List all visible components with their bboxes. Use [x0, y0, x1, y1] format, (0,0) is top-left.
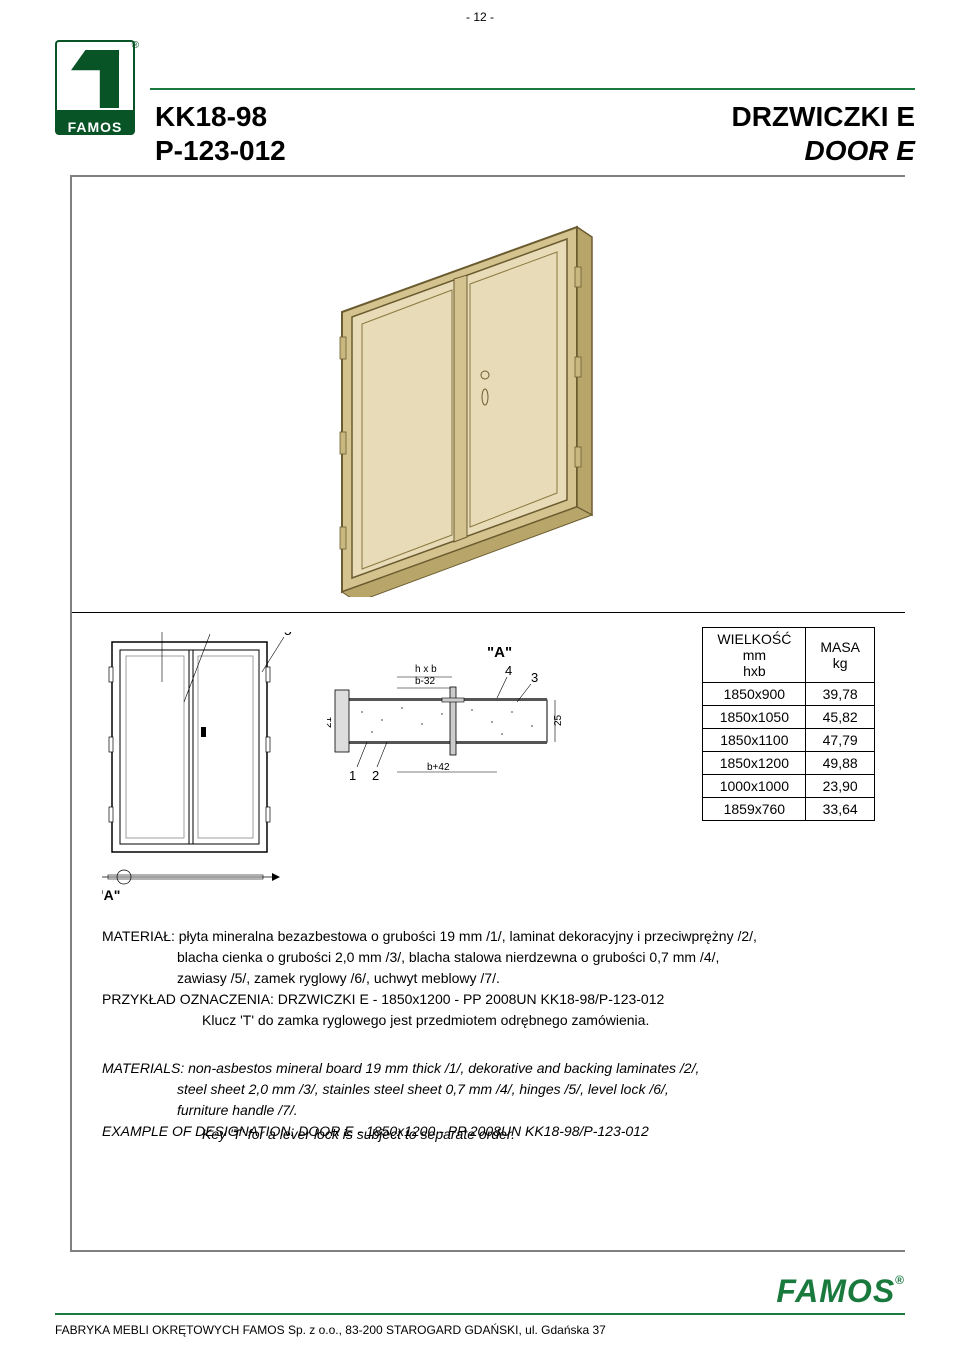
th-size: WIELKOŚĆ mm hxb — [703, 628, 806, 683]
material-en-3: furniture handle /7/. — [102, 1101, 875, 1120]
code2: P-123-012 — [155, 134, 286, 168]
svg-text:b+42: b+42 — [427, 762, 450, 773]
footer-logo: FAMOS® — [776, 1273, 905, 1310]
svg-text:2: 2 — [372, 768, 379, 783]
material-en-1: MATERIALS: non-asbestos mineral board 19… — [102, 1059, 875, 1078]
footer-text: FABRYKA MEBLI OKRĘTOWYCH FAMOS Sp. z o.o… — [55, 1323, 606, 1337]
material-pl-1: MATERIAŁ: płyta mineralna bezazbestowa o… — [102, 927, 875, 946]
page-number: - 12 - — [466, 10, 494, 24]
svg-text:b-32: b-32 — [415, 676, 435, 687]
door-front-view: 7 6 5 "A" — [102, 632, 282, 872]
logo-text: FAMOS — [57, 119, 133, 135]
svg-text:"A": "A" — [487, 644, 512, 661]
title-pl: DRZWICZKI E — [731, 100, 915, 134]
svg-text:21: 21 — [327, 716, 334, 728]
material-en-2: steel sheet 2,0 mm /3/, stainles steel s… — [102, 1080, 875, 1099]
section-detail: "A" h x b b-32 — [327, 642, 557, 802]
example-pl-1: PRZYKŁAD OZNACZENIA: DRZWICZKI E - 1850x… — [102, 990, 875, 1009]
table-row: 1859x76033,64 — [703, 798, 875, 821]
table-row: 1850x90039,78 — [703, 683, 875, 706]
footer-rule — [55, 1313, 905, 1315]
svg-text:6: 6 — [207, 632, 215, 635]
header: ® FAMOS KK18-98 P-123-012 DRZWICZKI E DO… — [55, 40, 915, 160]
code1: KK18-98 — [155, 100, 286, 134]
svg-text:5: 5 — [284, 632, 292, 638]
tech-section: 7 6 5 "A" "A" h x b b-32 — [102, 632, 875, 932]
svg-text:1: 1 — [349, 768, 356, 783]
svg-text:25: 25 — [553, 714, 564, 726]
header-title: DRZWICZKI E DOOR E — [731, 100, 915, 167]
door-isometric — [312, 217, 652, 597]
logo: ® FAMOS — [55, 40, 140, 160]
table-row: 1850x105045,82 — [703, 706, 875, 729]
example-en-2b: Key 'T' for a lever lock is subject to s… — [102, 1125, 875, 1144]
registered-icon: ® — [132, 40, 139, 51]
text-block: MATERIAŁ: płyta mineralna bezazbestowa o… — [102, 927, 875, 1146]
table-row: 1850x120049,88 — [703, 752, 875, 775]
th-mass: MASA kg — [806, 628, 875, 683]
title-en: DOOR E — [731, 134, 915, 168]
size-table: WIELKOŚĆ mm hxb MASA kg 1850x90039,78 18… — [702, 627, 875, 821]
header-codes: KK18-98 P-123-012 — [155, 100, 286, 167]
material-pl-3: zawiasy /5/, zamek ryglowy /6/, uchwyt m… — [102, 969, 875, 988]
table-row: 1850x110047,79 — [703, 729, 875, 752]
svg-text:h x b: h x b — [415, 664, 437, 675]
svg-text:3: 3 — [531, 670, 538, 685]
table-row: 1000x100023,90 — [703, 775, 875, 798]
divider — [72, 612, 905, 613]
svg-text:4: 4 — [505, 663, 512, 678]
svg-text:"A": "A" — [102, 887, 120, 903]
material-pl-2: blacha cienka o grubości 2,0 mm /3/, bla… — [102, 948, 875, 967]
header-rule — [150, 88, 915, 90]
example-pl-2: Klucz 'T' do zamka ryglowego jest przedm… — [102, 1011, 875, 1030]
content-box: 7 6 5 "A" "A" h x b b-32 — [70, 175, 905, 1252]
